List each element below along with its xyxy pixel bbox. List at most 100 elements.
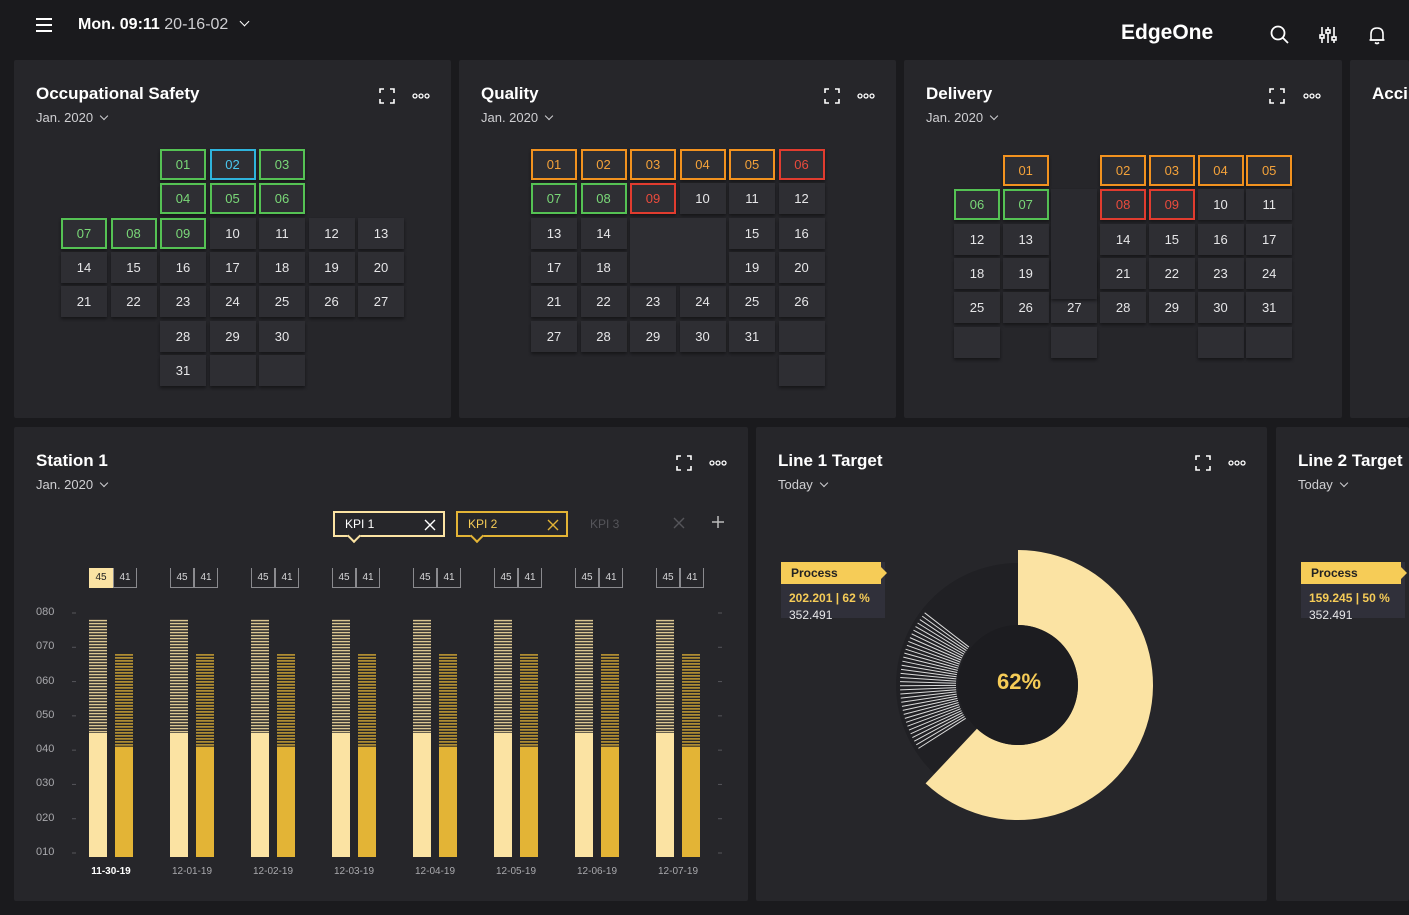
calendar-day-28[interactable]: 28 [160,320,206,352]
period-dropdown[interactable]: Jan. 2020 [926,110,999,125]
calendar-day-12[interactable]: 12 [954,223,1000,255]
kpi-chip-3[interactable]: KPI 3 [580,511,692,537]
calendar-day-02[interactable]: 02 [580,149,627,180]
calendar-day-30[interactable]: 30 [679,320,726,352]
calendar-day-18[interactable]: 18 [259,251,305,283]
more-options-icon[interactable] [1303,91,1321,101]
expand-icon[interactable] [824,88,840,104]
calendar-day-14[interactable]: 14 [580,217,627,249]
close-icon[interactable] [546,518,560,532]
calendar-day-10[interactable]: 10 [679,183,726,215]
calendar-day-02[interactable]: 02 [1100,155,1147,186]
calendar-day-23[interactable]: 23 [160,286,206,318]
calendar-day-23[interactable]: 23 [630,286,676,318]
calendar-day-12[interactable]: 12 [308,217,355,249]
more-options-icon[interactable] [709,458,727,468]
calendar-day-15[interactable]: 15 [1148,223,1195,255]
calendar-day-29[interactable]: 29 [1148,292,1195,324]
kpi-chip-1[interactable]: KPI 1 [333,511,445,544]
x-tick-label[interactable]: 12-01-19 [171,866,213,877]
more-options-icon[interactable] [412,91,430,101]
period-dropdown[interactable]: Jan. 2020 [36,477,109,492]
calendar-day-30[interactable]: 30 [1197,292,1244,324]
calendar-day-26[interactable]: 26 [778,286,825,318]
calendar-day-06[interactable]: 06 [778,149,825,180]
calendar-day-17[interactable]: 17 [531,251,577,283]
more-options-icon[interactable] [857,91,875,101]
calendar-day-18[interactable]: 18 [580,251,627,283]
calendar-day-21[interactable]: 21 [1100,257,1147,289]
calendar-day-13[interactable]: 13 [358,217,404,249]
calendar-day-01[interactable]: 01 [531,149,577,180]
calendar-day-25[interactable]: 25 [954,292,1000,324]
calendar-day-03[interactable]: 03 [630,149,676,180]
calendar-day-13[interactable]: 13 [1002,223,1049,255]
calendar-day-27[interactable]: 27 [358,286,404,318]
calendar-day-01[interactable]: 01 [1002,155,1049,186]
expand-icon[interactable] [1269,88,1285,104]
period-dropdown[interactable]: Jan. 2020 [481,110,554,125]
calendar-day-24[interactable]: 24 [1246,257,1293,289]
calendar-day-24[interactable]: 24 [209,286,256,318]
calendar-day-05[interactable]: 05 [729,149,775,180]
calendar-day-16[interactable]: 16 [1197,223,1244,255]
sliders-icon[interactable] [1317,24,1339,46]
x-tick-label[interactable]: 12-02-19 [252,866,294,877]
calendar-day-21[interactable]: 21 [61,286,107,318]
calendar-day-28[interactable]: 28 [1100,292,1147,324]
calendar-day-27[interactable]: 27 [531,320,577,352]
calendar-day-16[interactable]: 16 [778,217,825,249]
calendar-day-14[interactable]: 14 [1100,223,1147,255]
calendar-day-18[interactable]: 18 [954,257,1000,289]
calendar-day-07[interactable]: 07 [531,183,577,215]
calendar-day-15[interactable]: 15 [110,251,157,283]
calendar-day-22[interactable]: 22 [1148,257,1195,289]
add-kpi-icon[interactable] [710,514,726,530]
period-dropdown[interactable]: Today [778,477,828,492]
hamburger-menu-icon[interactable] [36,18,52,32]
calendar-day-16[interactable]: 16 [160,251,206,283]
calendar-day-04[interactable]: 04 [679,149,726,180]
calendar-day-19[interactable]: 19 [1002,257,1049,289]
calendar-day-11[interactable]: 11 [729,183,775,215]
x-tick-label[interactable]: 12-04-19 [414,866,456,877]
calendar-day-28[interactable]: 28 [580,320,627,352]
calendar-day-26[interactable]: 26 [1002,292,1049,324]
calendar-day-09[interactable]: 09 [160,217,206,249]
expand-icon[interactable] [1195,455,1211,471]
close-icon[interactable] [423,518,437,532]
calendar-day-17[interactable]: 17 [209,251,256,283]
more-options-icon[interactable] [1228,458,1246,468]
period-dropdown[interactable]: Jan. 2020 [36,110,109,125]
calendar-day-11[interactable]: 11 [259,217,305,249]
calendar-day-07[interactable]: 07 [1002,189,1049,221]
calendar-day-25[interactable]: 25 [729,286,775,318]
calendar-day-08[interactable]: 08 [110,217,157,249]
calendar-day-11[interactable]: 11 [1246,189,1293,221]
calendar-day-09[interactable]: 09 [630,183,676,215]
bell-icon[interactable] [1366,24,1388,46]
calendar-day-20[interactable]: 20 [778,251,825,283]
calendar-day-20[interactable]: 20 [358,251,404,283]
calendar-day-19[interactable]: 19 [308,251,355,283]
calendar-day-04[interactable]: 04 [160,183,206,215]
calendar-day-08[interactable]: 08 [1100,189,1147,221]
calendar-day-10[interactable]: 10 [209,217,256,249]
x-tick-label[interactable]: 12-06-19 [576,866,618,877]
search-icon[interactable] [1269,24,1291,46]
expand-icon[interactable] [676,455,692,471]
calendar-day-31[interactable]: 31 [729,320,775,352]
expand-icon[interactable] [379,88,395,104]
date-time-selector[interactable]: Mon. 09:11 20-16-02 [78,16,250,34]
period-dropdown[interactable]: Today [1298,477,1348,492]
calendar-day-31[interactable]: 31 [160,354,206,386]
calendar-day-22[interactable]: 22 [580,286,627,318]
x-tick-label[interactable]: 12-03-19 [333,866,375,877]
calendar-day-05[interactable]: 05 [209,183,256,215]
calendar-day-12[interactable]: 12 [778,183,825,215]
calendar-day-03[interactable]: 03 [1148,155,1195,186]
calendar-day-22[interactable]: 22 [110,286,157,318]
calendar-day-29[interactable]: 29 [630,320,676,352]
x-tick-label[interactable]: 12-07-19 [657,866,699,877]
calendar-day-04[interactable]: 04 [1197,155,1244,186]
